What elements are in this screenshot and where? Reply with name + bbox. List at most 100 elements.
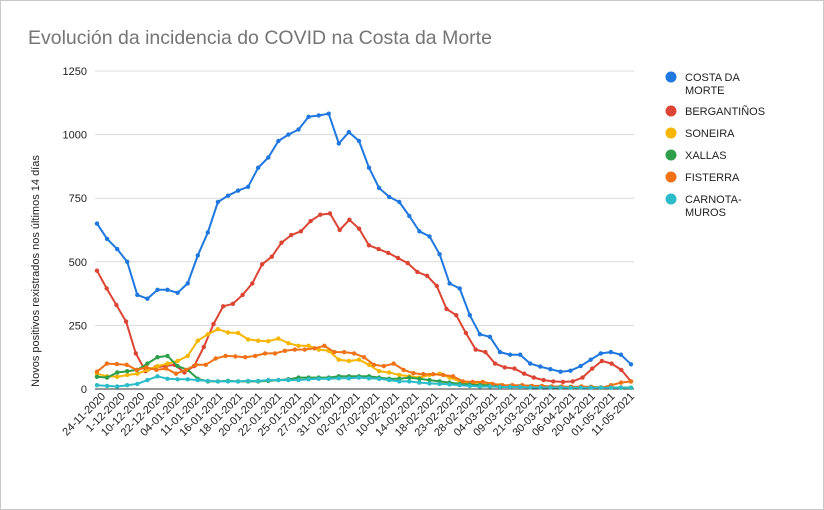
- y-tick-label: 500: [69, 257, 87, 269]
- data-point: [376, 246, 381, 252]
- legend: COSTA DA MORTE BERGANTIÑOS SONEIRA XALLAS FIS…: [665, 71, 765, 219]
- data-point: [125, 372, 130, 378]
- data-point: [312, 346, 317, 351]
- data-point: [215, 327, 221, 332]
- data-point: [560, 379, 566, 385]
- legend-label: XALLAS: [685, 150, 727, 162]
- data-point: [165, 287, 170, 292]
- data-point: [266, 155, 271, 160]
- data-point: [347, 217, 352, 222]
- data-point: [497, 384, 503, 390]
- data-point: [467, 313, 472, 318]
- legend-item: SONEIRA: [665, 127, 735, 140]
- data-point: [225, 193, 231, 198]
- data-point: [387, 370, 392, 375]
- data-point: [376, 185, 382, 191]
- data-point: [356, 226, 362, 231]
- data-point: [440, 372, 446, 378]
- data-point: [386, 250, 391, 256]
- data-point: [165, 376, 170, 381]
- series-group: [94, 111, 634, 390]
- data-point: [447, 382, 452, 387]
- data-point: [376, 376, 382, 381]
- legend-marker: [665, 71, 677, 83]
- data-point: [528, 385, 533, 390]
- data-point: [286, 341, 291, 346]
- data-point: [266, 377, 271, 383]
- data-point: [215, 199, 221, 205]
- data-point: [437, 381, 442, 387]
- data-point: [124, 362, 129, 367]
- data-point: [203, 362, 208, 367]
- y-axis-label: Novos positivos rexistrados nos últimos …: [30, 155, 42, 387]
- data-point: [145, 377, 150, 383]
- data-point: [144, 365, 149, 370]
- legend-marker: [665, 105, 677, 117]
- data-point: [306, 114, 311, 120]
- data-point: [427, 381, 432, 386]
- data-point: [134, 367, 139, 373]
- data-point: [578, 385, 583, 390]
- data-point: [431, 372, 436, 377]
- data-point: [417, 376, 422, 381]
- y-tick-labels: 0 250 500 750 1000 1250: [63, 66, 87, 396]
- data-point: [235, 330, 241, 336]
- data-point: [94, 268, 100, 273]
- data-point: [195, 253, 200, 258]
- data-point: [570, 379, 575, 384]
- data-point: [193, 362, 199, 367]
- data-point: [175, 363, 180, 369]
- data-point: [487, 334, 493, 339]
- data-point: [316, 376, 321, 381]
- data-point: [235, 379, 241, 384]
- data-point: [201, 344, 206, 350]
- data-point: [417, 380, 422, 385]
- data-point: [528, 361, 533, 366]
- data-point: [336, 357, 341, 362]
- data-point: [460, 379, 466, 384]
- data-point: [588, 385, 593, 390]
- data-point: [447, 281, 452, 286]
- data-point: [104, 383, 110, 389]
- data-point: [104, 375, 110, 380]
- data-point: [94, 369, 100, 374]
- data-point: [289, 232, 294, 238]
- data-point: [434, 283, 439, 289]
- data-point: [356, 357, 362, 362]
- data-point: [397, 379, 402, 384]
- data-point: [444, 306, 449, 312]
- data-point: [381, 363, 386, 369]
- series-5: [94, 374, 634, 390]
- data-point: [286, 132, 291, 137]
- data-point: [155, 287, 160, 292]
- data-point: [94, 374, 100, 379]
- data-point: [221, 304, 226, 309]
- data-point: [223, 353, 228, 359]
- legend-label: SONEIRA: [685, 128, 735, 140]
- data-point: [164, 366, 169, 371]
- data-point: [272, 351, 278, 356]
- data-point: [518, 384, 523, 390]
- data-point: [135, 292, 140, 298]
- data-point: [580, 375, 585, 380]
- data-point: [337, 227, 342, 233]
- data-point: [356, 375, 362, 380]
- data-point: [356, 138, 362, 144]
- data-point: [437, 252, 442, 257]
- data-point: [578, 363, 583, 369]
- data-point: [155, 355, 160, 360]
- data-point: [548, 367, 553, 372]
- data-point: [588, 357, 593, 362]
- data-point: [480, 379, 485, 385]
- legend-item: BERGANTIÑOS: [665, 105, 765, 118]
- data-point: [154, 367, 159, 373]
- data-point: [292, 347, 297, 352]
- data-point: [366, 376, 372, 381]
- data-point: [463, 330, 469, 336]
- data-point: [531, 375, 537, 380]
- legend-item: XALLAS: [665, 149, 727, 162]
- data-point: [332, 349, 337, 355]
- data-point: [276, 336, 281, 341]
- data-point: [618, 380, 624, 385]
